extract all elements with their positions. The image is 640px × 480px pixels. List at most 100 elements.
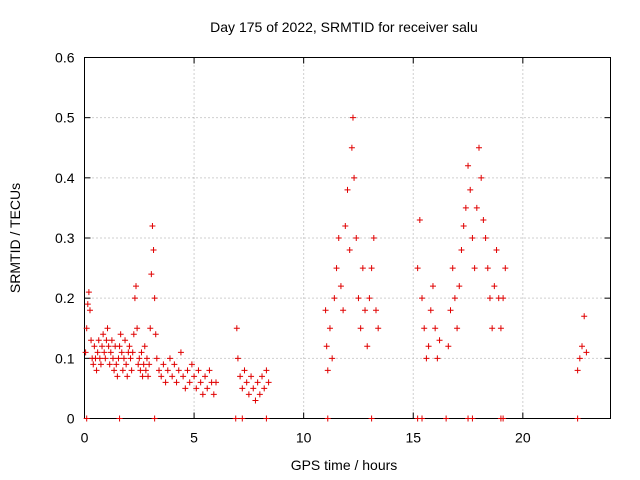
- data-point: [462, 204, 469, 211]
- data-point: [482, 235, 489, 241]
- data-point: [152, 331, 159, 338]
- data-point: [456, 283, 463, 290]
- data-points: [82, 114, 590, 422]
- data-point: [119, 367, 126, 374]
- data-point: [126, 343, 133, 350]
- data-point: [239, 385, 246, 392]
- data-point: [166, 355, 173, 362]
- data-point: [129, 349, 136, 356]
- data-point: [202, 373, 209, 380]
- data-point: [124, 373, 131, 380]
- data-point: [421, 325, 428, 332]
- data-point: [191, 373, 198, 380]
- data-point: [115, 355, 122, 362]
- data-point: [486, 295, 493, 302]
- zero-point: [469, 415, 476, 422]
- data-point: [419, 295, 426, 302]
- data-point: [173, 379, 180, 386]
- data-point: [261, 385, 268, 392]
- data-point: [94, 349, 101, 356]
- y-tick-label: 0.2: [55, 290, 75, 306]
- data-point: [429, 283, 436, 290]
- data-point: [579, 343, 586, 350]
- data-point: [351, 174, 358, 181]
- data-point: [467, 186, 474, 193]
- data-point: [182, 385, 189, 392]
- y-tick-label: 0.3: [55, 230, 75, 246]
- data-point: [206, 367, 213, 374]
- x-tick-labels: 0 5 10 15 20: [81, 430, 531, 446]
- data-point: [353, 235, 360, 241]
- data-point: [454, 325, 461, 332]
- data-point: [434, 355, 441, 362]
- data-point: [137, 367, 144, 374]
- data-point: [416, 216, 423, 223]
- data-point: [118, 349, 125, 356]
- data-point: [109, 355, 116, 362]
- data-point: [425, 343, 432, 350]
- data-point: [184, 367, 191, 374]
- zero-point: [443, 415, 450, 422]
- y-tick-label: 0.5: [55, 110, 75, 126]
- zero-point: [574, 415, 581, 422]
- zero-point: [500, 415, 507, 422]
- data-point: [99, 343, 106, 350]
- y-tick-labels: 0 0.1 0.2 0.3 0.4 0.5 0.6: [55, 50, 75, 427]
- y-tick-label: 0.4: [55, 170, 75, 186]
- data-point: [259, 373, 266, 380]
- data-point: [359, 265, 366, 272]
- zero-point: [232, 415, 239, 422]
- data-point: [250, 385, 257, 392]
- data-point: [147, 325, 154, 332]
- data-point: [265, 379, 272, 386]
- data-point: [348, 144, 355, 151]
- data-point: [436, 337, 443, 344]
- data-point: [145, 373, 152, 380]
- data-point: [102, 355, 109, 362]
- zero-point: [419, 415, 426, 422]
- axis-ticks: [84, 57, 611, 419]
- data-point: [141, 343, 148, 350]
- data-point: [106, 361, 113, 368]
- data-point: [193, 385, 200, 392]
- data-point: [160, 361, 167, 368]
- data-point: [142, 367, 149, 374]
- data-point: [96, 355, 103, 362]
- data-point: [344, 186, 351, 193]
- data-point: [140, 361, 147, 368]
- data-point: [245, 391, 252, 398]
- data-point: [186, 379, 193, 386]
- data-point: [447, 307, 454, 314]
- data-point: [91, 343, 98, 350]
- data-point: [135, 361, 142, 368]
- data-point: [355, 295, 362, 302]
- data-point: [188, 361, 195, 368]
- data-point: [357, 325, 364, 332]
- data-point: [414, 265, 421, 272]
- data-point: [574, 367, 581, 374]
- data-point: [326, 325, 333, 332]
- data-point: [372, 307, 379, 314]
- data-point: [323, 343, 330, 350]
- data-point: [107, 349, 114, 356]
- x-tick-label: 15: [405, 430, 421, 446]
- data-point: [502, 265, 509, 272]
- data-point: [146, 361, 153, 368]
- chart-title: Day 175 of 2022, SRMTID for receiver sal…: [210, 19, 478, 35]
- data-point: [432, 325, 439, 332]
- zero-point: [368, 415, 375, 422]
- data-point: [333, 265, 340, 272]
- x-axis-label: GPS time / hours: [291, 457, 398, 473]
- data-point: [484, 265, 491, 272]
- data-point: [131, 295, 138, 302]
- data-point: [136, 355, 143, 362]
- zero-point: [151, 415, 158, 422]
- data-point: [364, 343, 371, 350]
- data-point: [122, 337, 129, 344]
- data-point: [85, 289, 92, 296]
- data-point: [342, 222, 349, 229]
- data-point: [449, 265, 456, 272]
- data-point: [243, 379, 250, 386]
- data-point: [324, 367, 331, 374]
